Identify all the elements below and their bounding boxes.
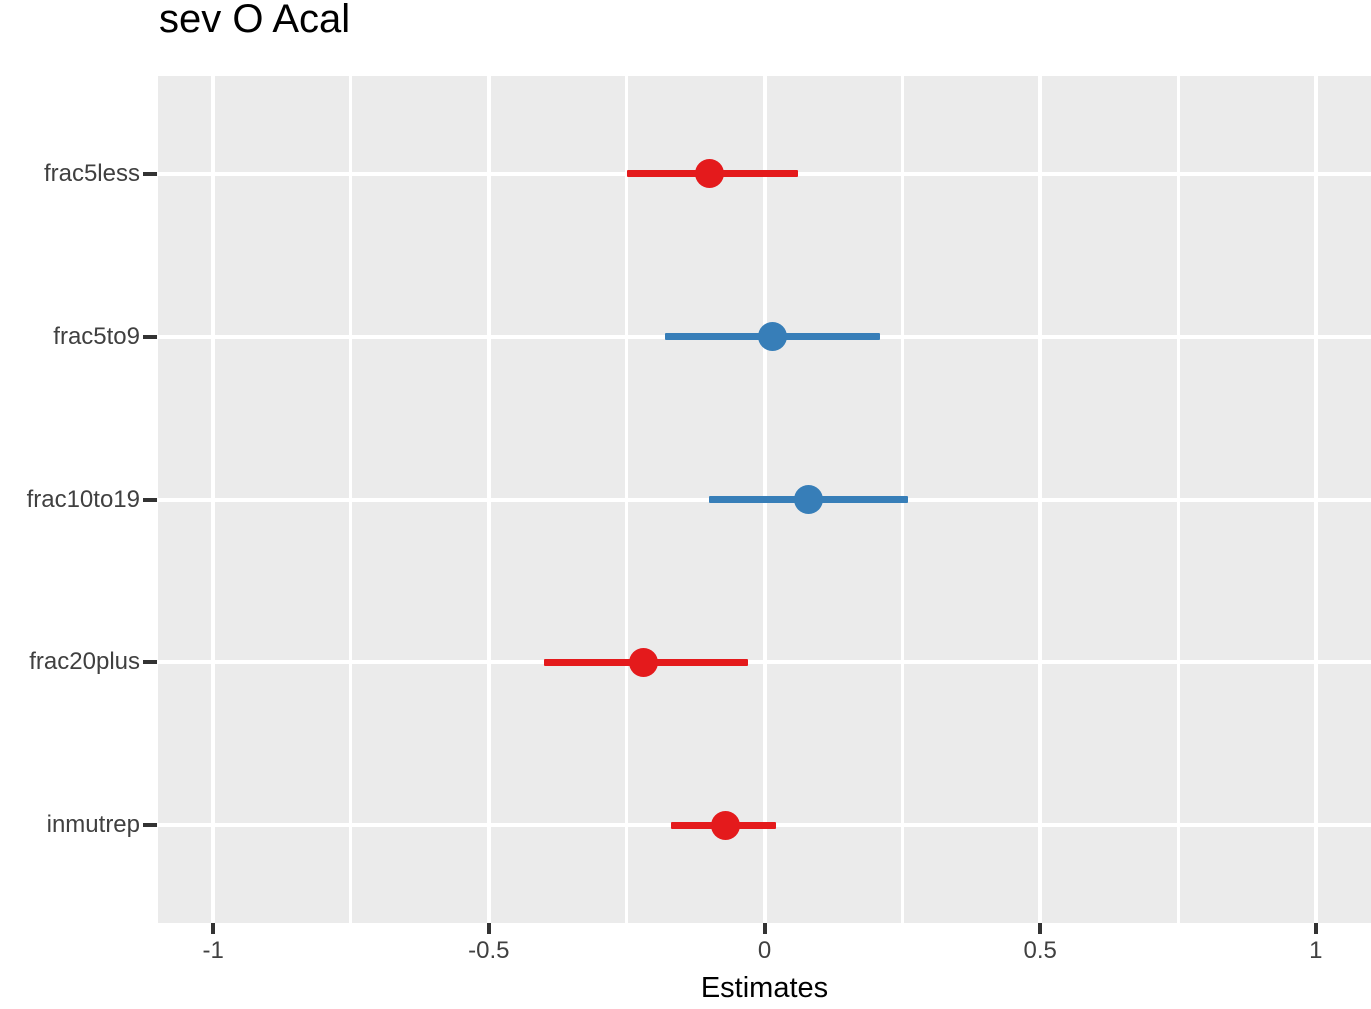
x-tick-label: 0.5 [1023, 937, 1057, 964]
estimate-point [694, 159, 724, 189]
x-tick [1313, 923, 1318, 934]
estimate-point [628, 647, 658, 677]
x-tick [486, 923, 491, 934]
x-tick [211, 923, 216, 934]
y-axis-label: frac10to19 [26, 485, 140, 513]
x-tick-label: 1 [1309, 937, 1323, 964]
estimate-point [758, 322, 788, 352]
x-tick [1038, 923, 1043, 934]
y-axis-label: frac20plus [29, 648, 140, 676]
y-tick [143, 171, 157, 176]
estimate-point [711, 810, 741, 840]
chart-title: sev O Acal [159, 0, 351, 41]
plot-panel [158, 76, 1371, 923]
y-tick [143, 334, 157, 339]
y-tick [143, 497, 157, 502]
y-axis-label: inmutrep [46, 811, 140, 839]
x-tick-label: 0 [757, 937, 772, 964]
x-axis-title: Estimates [700, 972, 829, 1004]
y-tick [143, 823, 157, 828]
estimate-point [794, 485, 824, 514]
h-gridline [158, 660, 1371, 665]
y-axis-label: frac5to9 [53, 322, 140, 350]
x-tick [762, 923, 767, 934]
x-tick-label: -1 [202, 937, 224, 964]
y-axis-label: frac5less [43, 159, 140, 187]
x-tick-label: -0.5 [468, 937, 510, 964]
y-tick [143, 660, 157, 665]
